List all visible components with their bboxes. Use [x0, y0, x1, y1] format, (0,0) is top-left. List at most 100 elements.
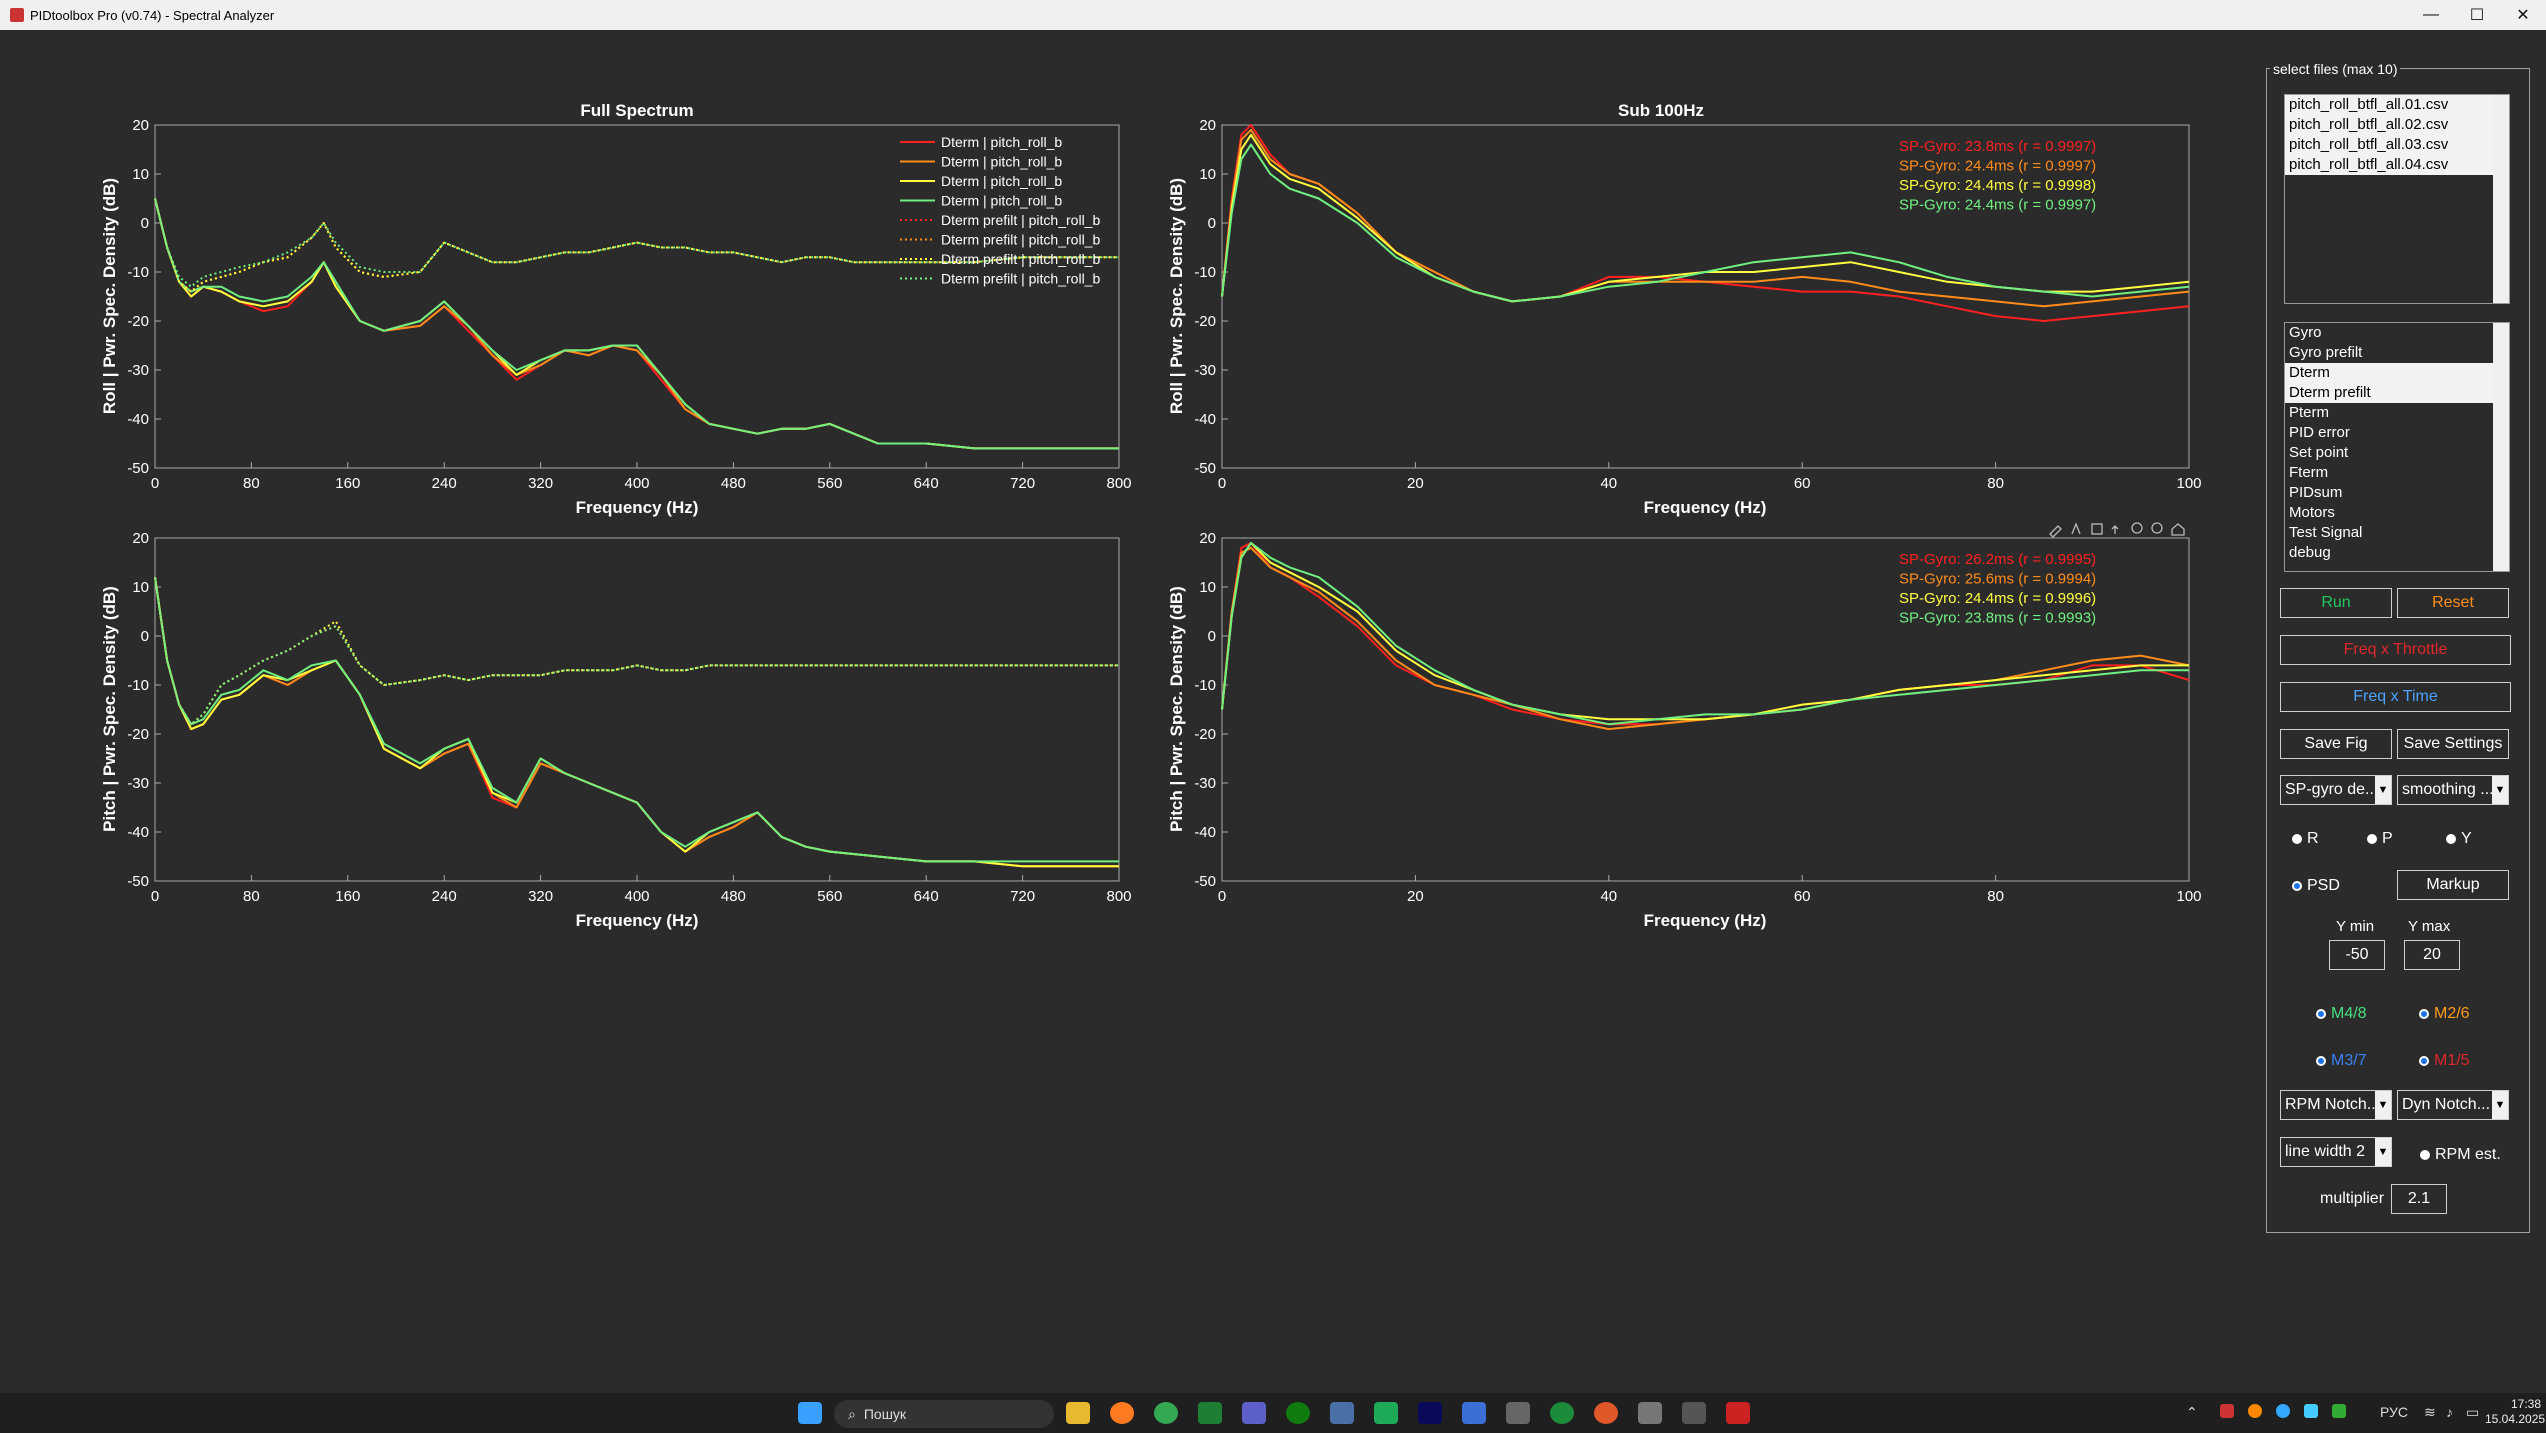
freq-x-throttle-button[interactable]: Freq x Throttle	[2280, 635, 2511, 665]
clock[interactable]: 17:38 15.04.2025	[2485, 1397, 2545, 1427]
radio-m48[interactable]: M4/8	[2316, 1005, 2367, 1023]
save-fig-button[interactable]: Save Fig	[2280, 729, 2392, 759]
excel-icon[interactable]	[1198, 1402, 1222, 1424]
tray-app-icon[interactable]	[2276, 1404, 2290, 1418]
chevron-down-icon[interactable]: ▼	[2375, 1138, 2391, 1166]
radio-rpm-est[interactable]: RPM est.	[2420, 1146, 2501, 1164]
teams-icon[interactable]	[1242, 1402, 1266, 1424]
ymax-field[interactable]: 20	[2404, 940, 2460, 970]
language-indicator[interactable]: РУС	[2380, 1404, 2409, 1420]
radio-roll[interactable]: R	[2292, 830, 2319, 848]
battery-icon[interactable]: ▭	[2466, 1404, 2480, 1420]
home-icon[interactable]	[2171, 523, 2185, 536]
app-icon-9[interactable]	[1462, 1402, 1486, 1424]
radio-m26[interactable]: M2/6	[2419, 1005, 2470, 1023]
radio-dot[interactable]	[2419, 1056, 2429, 1066]
radio-dot[interactable]	[2316, 1056, 2326, 1066]
chevron-down-icon[interactable]: ▼	[2492, 776, 2508, 804]
reset-button[interactable]: Reset	[2397, 588, 2509, 618]
chart-sub-100hz-roll: Sub 100Hz 0 20 40 60 80 10020100-10-20-30-40-…	[1167, 101, 2202, 517]
pan-icon[interactable]	[2111, 525, 2119, 534]
signal-item-set-point[interactable]: Set point	[2289, 444, 2349, 461]
markup-button[interactable]: Markup	[2397, 870, 2509, 900]
export-icon[interactable]	[2091, 523, 2103, 535]
wifi-icon[interactable]: ≋	[2424, 1404, 2436, 1420]
signal-item-motors[interactable]: Motors	[2289, 504, 2335, 521]
datatip-icon[interactable]	[2071, 522, 2081, 535]
signal-item-dterm-prefilt[interactable]: Dterm prefilt	[2285, 383, 2509, 403]
radio-psd[interactable]: PSD	[2292, 877, 2340, 895]
tray-app-icon[interactable]	[2220, 1404, 2234, 1418]
radio-dot[interactable]	[2367, 834, 2377, 844]
x-tick-label: 640	[914, 475, 939, 492]
radio-dot[interactable]	[2292, 834, 2302, 844]
rpm-notch-dropdown[interactable]: RPM Notch... ▼	[2280, 1090, 2392, 1120]
app-icon-15[interactable]	[1726, 1402, 1750, 1424]
xbox-icon[interactable]	[1286, 1402, 1310, 1424]
file-item[interactable]: pitch_roll_btfl_all.04.csv	[2285, 155, 2509, 175]
chrome-icon[interactable]	[1154, 1402, 1178, 1424]
ymin-field[interactable]: -50	[2329, 940, 2385, 970]
app-icon-11[interactable]	[1550, 1402, 1574, 1424]
close-button[interactable]: ✕	[2516, 7, 2530, 24]
radio-m37[interactable]: M3/7	[2316, 1052, 2367, 1070]
chevron-down-icon[interactable]: ▼	[2492, 1091, 2508, 1119]
minimize-button[interactable]: —	[2423, 6, 2439, 23]
chevron-down-icon[interactable]: ▼	[2375, 1091, 2391, 1119]
sp-gyro-delay-dropdown[interactable]: SP-gyro de... ▼	[2280, 775, 2392, 805]
radio-yaw[interactable]: Y	[2446, 830, 2472, 848]
signal-item-fterm[interactable]: Fterm	[2289, 464, 2329, 481]
dyn-notch-dropdown[interactable]: Dyn Notch... ▼	[2397, 1090, 2509, 1120]
chevron-up-icon[interactable]: ⌃	[2186, 1404, 2198, 1420]
zoom-out-icon[interactable]	[2151, 522, 2163, 534]
premiere-icon[interactable]	[1418, 1402, 1442, 1424]
chevron-down-icon[interactable]: ▼	[2375, 776, 2391, 804]
taskbar-search[interactable]: ⌕ Пошук	[834, 1400, 1054, 1428]
signal-item-dterm[interactable]: Dterm	[2285, 363, 2509, 383]
radio-dot[interactable]	[2420, 1150, 2430, 1160]
line-width-dropdown[interactable]: line width 2 ▼	[2280, 1137, 2392, 1167]
axes-toolbar[interactable]	[2049, 522, 2185, 538]
run-button[interactable]: Run	[2280, 588, 2392, 618]
brush-icon[interactable]	[2049, 525, 2062, 538]
file-explorer-icon[interactable]	[1066, 1402, 1090, 1424]
signal-item-pterm[interactable]: Pterm	[2289, 404, 2330, 421]
file-list-scrollbar[interactable]	[2493, 95, 2509, 303]
radio-dot[interactable]	[2419, 1009, 2429, 1019]
zoom-in-icon[interactable]	[2131, 522, 2143, 534]
smoothing-dropdown[interactable]: smoothing ... ▼	[2397, 775, 2509, 805]
signal-item-pidsum[interactable]: PIDsum	[2289, 484, 2343, 501]
signal-item-test-signal[interactable]: Test Signal	[2289, 524, 2363, 541]
signal-list-scrollbar[interactable]	[2493, 323, 2509, 571]
radio-dot[interactable]	[2292, 881, 2302, 891]
signal-item-gyro[interactable]: Gyro	[2289, 324, 2322, 341]
app-icon-6[interactable]	[1330, 1402, 1354, 1424]
tray-app-icon[interactable]	[2332, 1404, 2346, 1418]
file-item[interactable]: pitch_roll_btfl_all.03.csv	[2285, 135, 2509, 155]
chrome-alt-icon[interactable]	[1594, 1402, 1618, 1424]
file-item[interactable]: pitch_roll_btfl_all.02.csv	[2285, 115, 2509, 135]
firefox-icon[interactable]	[1110, 1402, 1134, 1424]
drone-icon[interactable]	[1506, 1402, 1530, 1424]
radio-pitch[interactable]: P	[2367, 830, 2393, 848]
signal-listbox[interactable]: Gyro Gyro prefilt Dterm Dterm prefilt Pt…	[2284, 322, 2510, 572]
signal-item-gyro-prefilt[interactable]: Gyro prefilt	[2289, 344, 2363, 361]
tray-app-icon[interactable]	[2248, 1404, 2262, 1418]
radio-m15[interactable]: M1/5	[2419, 1052, 2470, 1070]
file-item[interactable]: pitch_roll_btfl_all.01.csv	[2285, 95, 2509, 115]
signal-item-pid-error[interactable]: PID error	[2289, 424, 2350, 441]
file-listbox[interactable]: pitch_roll_btfl_all.01.csv pitch_roll_bt…	[2284, 94, 2510, 304]
app-icon-7[interactable]	[1374, 1402, 1398, 1424]
tray-app-icon[interactable]	[2304, 1404, 2318, 1418]
app-icon-13[interactable]	[1638, 1402, 1662, 1424]
windows-start-icon[interactable]	[798, 1402, 822, 1424]
radio-dot[interactable]	[2446, 834, 2456, 844]
maximize-button[interactable]: ☐	[2469, 7, 2485, 24]
ptb-icon[interactable]	[1682, 1402, 1706, 1424]
multiplier-field[interactable]: 2.1	[2391, 1184, 2447, 1214]
signal-item-debug[interactable]: debug	[2289, 544, 2331, 561]
volume-icon[interactable]: ♪	[2446, 1404, 2453, 1420]
save-settings-button[interactable]: Save Settings	[2397, 729, 2509, 759]
freq-x-time-button[interactable]: Freq x Time	[2280, 682, 2511, 712]
radio-dot[interactable]	[2316, 1009, 2326, 1019]
